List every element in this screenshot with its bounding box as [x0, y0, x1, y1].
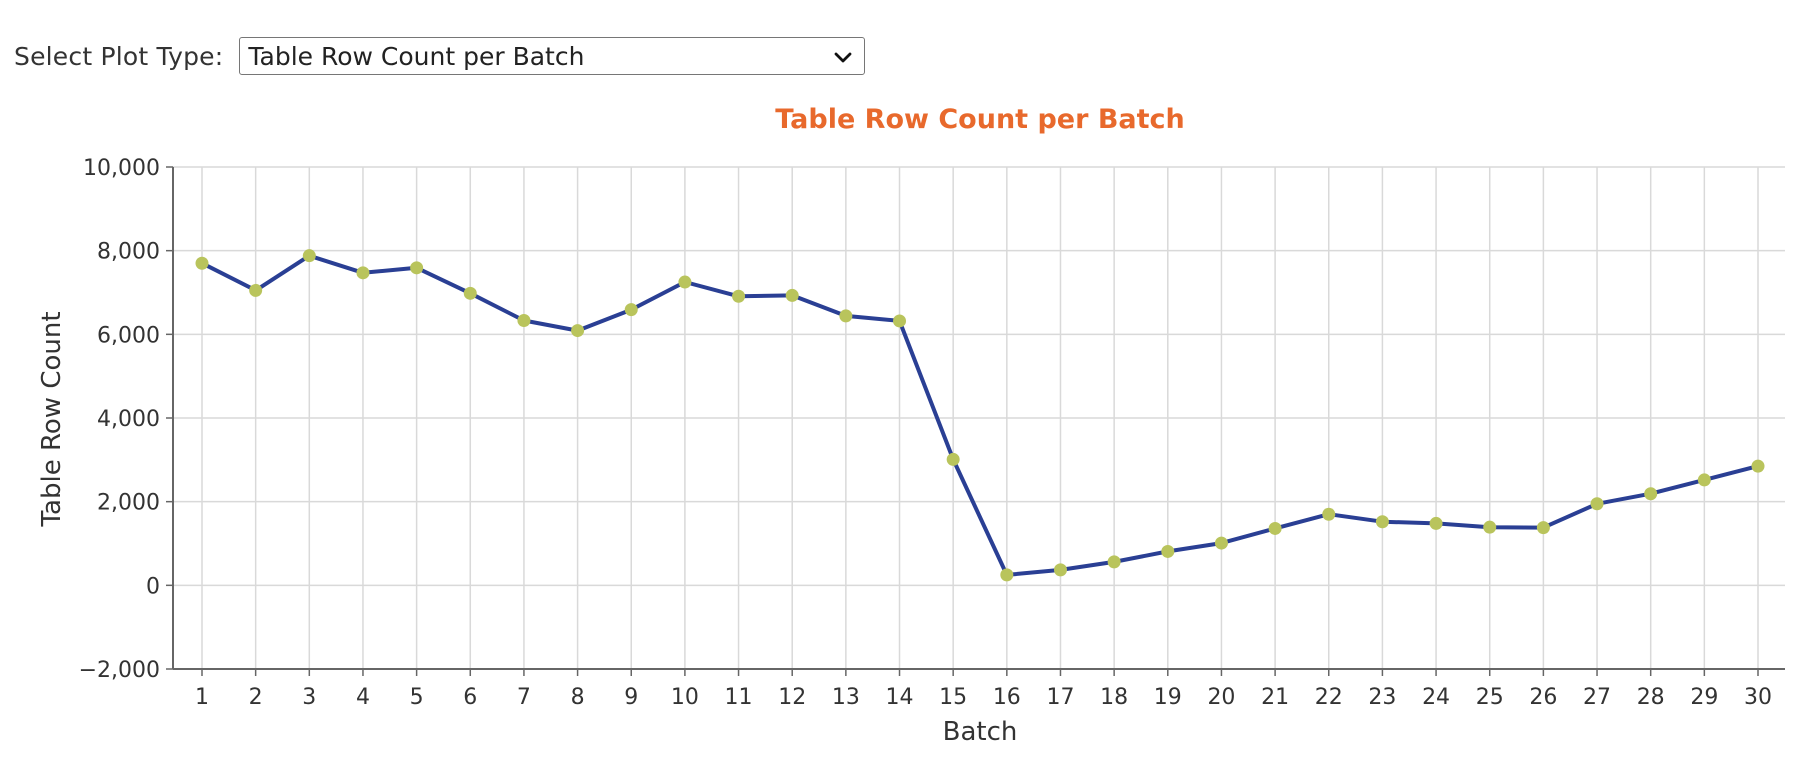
plot-type-selected-value: Table Row Count per Batch — [248, 41, 585, 71]
x-tick-label: 29 — [1690, 685, 1718, 710]
x-tick-label: 14 — [886, 685, 914, 710]
data-point — [195, 256, 209, 270]
data-point — [1536, 521, 1550, 535]
y-tick-label: 10,000 — [83, 156, 160, 181]
x-tick-label: 11 — [725, 685, 753, 710]
y-axis-title: Table Row Count — [37, 311, 67, 527]
x-tick-label: 13 — [832, 685, 860, 710]
data-point — [1375, 515, 1389, 529]
y-tick-label: 6,000 — [97, 323, 160, 348]
x-tick-label: 1 — [195, 685, 209, 710]
data-point — [1161, 544, 1175, 558]
x-tick-label: 27 — [1583, 685, 1611, 710]
y-tick-label: 4,000 — [97, 407, 160, 432]
data-point — [732, 289, 746, 303]
y-tick-label: 8,000 — [97, 240, 160, 265]
x-tick-label: 16 — [993, 685, 1021, 710]
data-point — [1053, 563, 1067, 577]
x-tick-label: 17 — [1046, 685, 1074, 710]
x-tick-label: 12 — [778, 685, 806, 710]
x-axis-title: Batch — [943, 717, 1018, 747]
data-point — [517, 314, 531, 328]
x-tick-label: 4 — [356, 685, 370, 710]
x-tick-label: 15 — [939, 685, 967, 710]
data-point — [1483, 520, 1497, 534]
x-axis-ticks: 1 2 3 4 5 6 7 8 9 10 11 12 13 14 15 16 17 18 19 20 21 22 23 24 2… — [195, 669, 1772, 710]
x-tick-label: 8 — [571, 685, 585, 710]
data-point — [1322, 507, 1336, 521]
y-tick-label: 2,000 — [97, 491, 160, 516]
data-point — [1000, 568, 1014, 582]
chevron-down-icon — [834, 52, 852, 63]
series-layer — [200, 253, 1760, 577]
grid — [173, 166, 1785, 670]
x-tick-label: 9 — [624, 685, 638, 710]
x-tick-label: 6 — [463, 685, 477, 710]
data-point — [1751, 459, 1765, 473]
x-tick-label: 30 — [1744, 685, 1772, 710]
plot-type-control: Select Plot Type: Table Row Count per Ba… — [14, 36, 866, 76]
x-tick-label: 10 — [671, 685, 699, 710]
x-tick-label: 23 — [1368, 685, 1396, 710]
data-point — [571, 324, 585, 338]
y-axis-ticks: −2,000 0 2,000 4,000 6,000 8,000 10,000 — [79, 156, 173, 683]
data-point — [1697, 473, 1711, 487]
x-tick-label: 3 — [302, 685, 316, 710]
data-point — [249, 283, 263, 297]
data-point — [678, 275, 692, 289]
x-tick-label: 5 — [410, 685, 424, 710]
y-tick-label: 0 — [146, 574, 160, 599]
x-tick-label: 25 — [1476, 685, 1504, 710]
data-point — [410, 261, 424, 275]
x-tick-label: 7 — [517, 685, 531, 710]
x-tick-label: 21 — [1261, 685, 1289, 710]
series-line — [200, 253, 1760, 577]
data-point — [1268, 521, 1282, 535]
data-point — [1429, 516, 1443, 530]
chart-title: Table Row Count per Batch — [775, 104, 1185, 135]
data-point — [893, 314, 907, 328]
x-tick-label: 22 — [1315, 685, 1343, 710]
data-point — [624, 303, 638, 317]
data-point — [1214, 536, 1228, 550]
x-tick-label: 19 — [1154, 685, 1182, 710]
x-tick-label: 28 — [1637, 685, 1665, 710]
plot-type-label: Select Plot Type: — [14, 41, 224, 71]
data-point — [1107, 555, 1121, 569]
data-point — [839, 309, 853, 323]
data-point — [463, 286, 477, 300]
x-tick-label: 20 — [1207, 685, 1235, 710]
x-tick-label: 18 — [1100, 685, 1128, 710]
points-layer — [195, 249, 1765, 582]
data-point — [1644, 487, 1658, 501]
data-point — [302, 249, 316, 263]
data-point — [785, 288, 799, 302]
x-tick-label: 2 — [249, 685, 263, 710]
plot-type-select[interactable]: Table Row Count per Batch — [239, 37, 866, 75]
data-point — [1590, 497, 1604, 511]
y-tick-label: −2,000 — [79, 658, 160, 683]
data-point — [946, 452, 960, 466]
data-point — [356, 266, 370, 280]
x-tick-label: 26 — [1529, 685, 1557, 710]
x-tick-label: 24 — [1422, 685, 1450, 710]
